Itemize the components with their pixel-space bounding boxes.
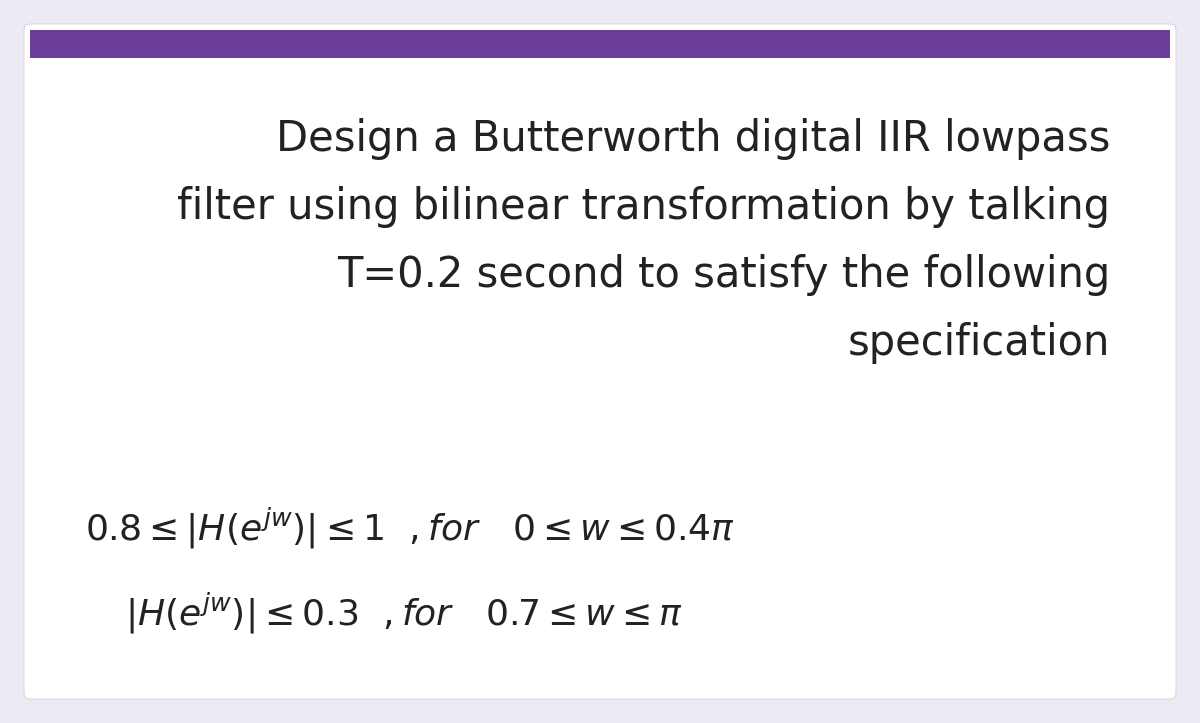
- Text: filter using bilinear transformation by talking: filter using bilinear transformation by …: [178, 186, 1110, 228]
- Text: $|H(e^{jw})| \leq 0.3\ \ ,for\ \ \ 0.7 \leq w \leq \pi$: $|H(e^{jw})| \leq 0.3\ \ ,for\ \ \ 0.7 \…: [125, 591, 683, 636]
- FancyBboxPatch shape: [24, 24, 1176, 699]
- Text: T=0.2 second to satisfy the following: T=0.2 second to satisfy the following: [337, 254, 1110, 296]
- Text: Design a Butterworth digital IIR lowpass: Design a Butterworth digital IIR lowpass: [276, 118, 1110, 160]
- Text: $0.8 \leq |H(e^{jw})| \leq 1\ \ ,for\ \ \ 0 \leq w \leq 0.4\pi$: $0.8 \leq |H(e^{jw})| \leq 1\ \ ,for\ \ …: [85, 505, 736, 550]
- Text: specification: specification: [847, 322, 1110, 364]
- Bar: [30, 30, 1170, 58]
